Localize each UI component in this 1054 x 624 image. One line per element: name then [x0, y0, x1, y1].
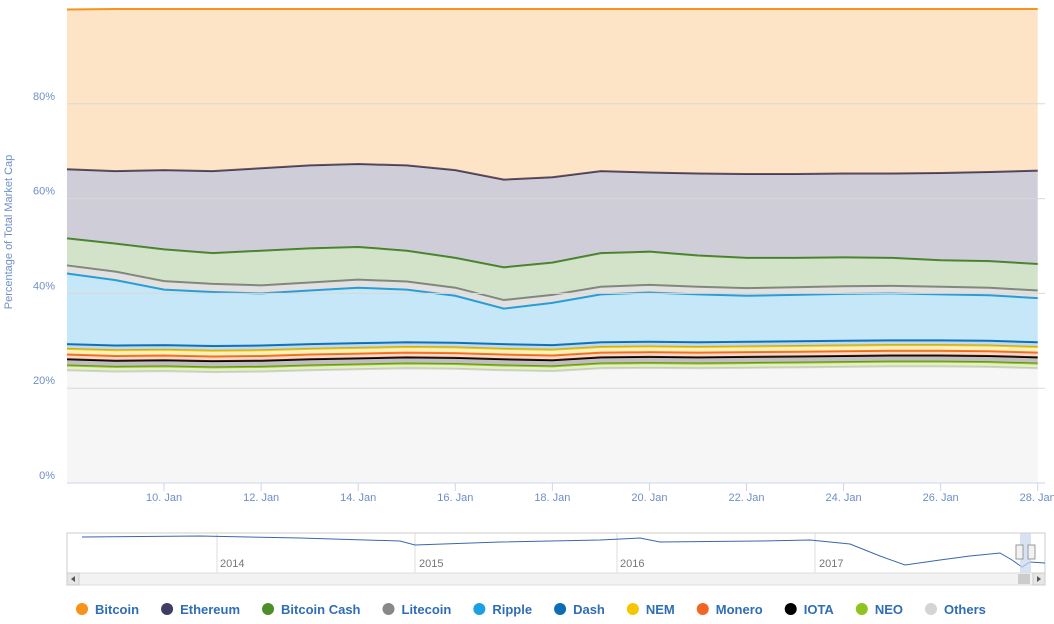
legend-label: Monero	[716, 602, 763, 617]
navigator-label: 2014	[220, 558, 244, 570]
legend-item[interactable]: Dash	[554, 602, 605, 617]
y-tick-label: 40%	[33, 280, 55, 292]
x-tick-label: 18. Jan	[534, 492, 570, 504]
scrollbar[interactable]	[66, 572, 1046, 586]
series-line	[66, 365, 1038, 374]
series-line	[66, 237, 1038, 269]
legend-item[interactable]: Ripple	[473, 602, 532, 617]
legend-item[interactable]: Bitcoin	[76, 602, 139, 617]
x-tick-label: 24. Jan	[826, 492, 862, 504]
legend-item[interactable]: Ethereum	[161, 602, 240, 617]
series-line	[66, 162, 1038, 181]
area-fill	[67, 355, 1038, 368]
legend-label: Bitcoin	[95, 602, 139, 617]
legend-label: Ripple	[492, 602, 532, 617]
x-tick-label: 28. Jan	[1020, 492, 1054, 504]
x-tick-label: 20. Jan	[631, 492, 667, 504]
x-tick-label: 10. Jan	[146, 492, 182, 504]
series-line	[66, 360, 1038, 369]
series-line	[66, 339, 1038, 348]
legend-item[interactable]: NEO	[855, 602, 903, 617]
legend-marker	[473, 603, 486, 615]
legend-marker	[855, 603, 868, 615]
navigator-label: 2016	[620, 558, 644, 570]
legend-marker	[382, 603, 395, 615]
series-line	[66, 354, 1038, 363]
arrow-icon	[71, 576, 75, 582]
legend-label: Bitcoin Cash	[281, 602, 361, 617]
area-fill	[67, 163, 1038, 268]
legend: Bitcoin Ethereum Bitcoin Cash Litecoin Rippl…	[76, 602, 986, 617]
legend-item[interactable]: NEM	[626, 602, 675, 617]
area-fill	[67, 273, 1038, 347]
legend-marker	[262, 603, 275, 615]
navigator-label: 2017	[819, 558, 843, 570]
legend-item[interactable]: Others	[924, 602, 986, 617]
navigator-line	[81, 535, 1046, 568]
legend-label: IOTA	[804, 602, 835, 617]
legend-item[interactable]: Litecoin	[382, 602, 452, 617]
y-tick-label: 60%	[33, 186, 55, 198]
navigator-window[interactable]	[1020, 533, 1031, 573]
legend-marker	[554, 603, 567, 615]
arrow-icon	[1037, 576, 1041, 582]
area-fill	[67, 9, 1038, 180]
x-tick-label: 14. Jan	[340, 492, 376, 504]
area-fill	[67, 238, 1038, 301]
series-line	[66, 349, 1038, 358]
legend-marker	[696, 603, 709, 615]
navigator-label: 2015	[419, 558, 443, 570]
legend-marker	[626, 603, 639, 615]
x-tick-label: 16. Jan	[437, 492, 473, 504]
legend-item[interactable]: IOTA	[784, 602, 835, 617]
navigator-handle[interactable]	[1027, 544, 1036, 560]
scroll-thumb[interactable]	[1018, 574, 1030, 584]
legend-marker	[924, 603, 937, 615]
navigator-box	[66, 532, 1046, 574]
x-tick-label: 26. Jan	[923, 492, 959, 504]
series-line	[66, 344, 1038, 352]
legend-label: NEM	[646, 602, 675, 617]
legend-label: Others	[944, 602, 986, 617]
navigator: 2014 2015 2016 2017	[66, 532, 1046, 586]
y-axis-title: Percentage of Total Market Cap	[3, 155, 15, 310]
y-tick-label: 0%	[39, 470, 55, 482]
legend-marker	[161, 603, 174, 615]
y-tick-label: 80%	[33, 91, 55, 103]
series-line	[66, 264, 1038, 302]
area-fill	[67, 366, 1038, 483]
x-tick-label: 22. Jan	[728, 492, 764, 504]
legend-label: Ethereum	[180, 602, 240, 617]
y-tick-label: 20%	[33, 375, 55, 387]
legend-label: NEO	[875, 602, 903, 617]
legend-item[interactable]: Bitcoin Cash	[262, 602, 361, 617]
x-tick-label: 12. Jan	[243, 492, 279, 504]
legend-item[interactable]: Monero	[696, 602, 763, 617]
legend-marker	[784, 603, 797, 615]
legend-label: Dash	[573, 602, 605, 617]
legend-label: Litecoin	[402, 602, 452, 617]
navigator-handle[interactable]	[1015, 544, 1024, 560]
legend-marker	[76, 603, 88, 615]
